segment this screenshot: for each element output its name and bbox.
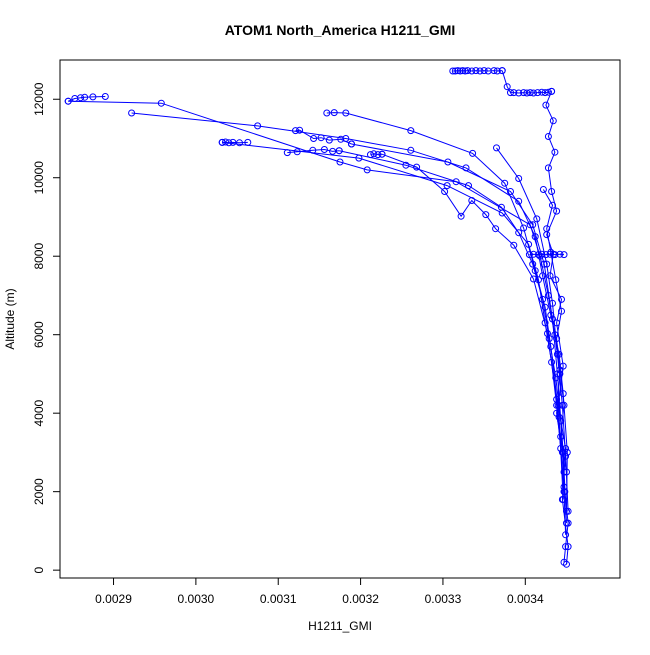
- y-tick-label: 2000: [32, 478, 46, 505]
- y-tick-label: 12000: [32, 82, 46, 116]
- x-tick-label: 0.0032: [342, 592, 379, 606]
- y-tick-label: 6000: [32, 321, 46, 348]
- y-tick-label: 10000: [32, 161, 46, 195]
- x-tick-label: 0.0031: [260, 592, 297, 606]
- x-tick-label: 0.0033: [425, 592, 462, 606]
- chart-title: ATOM1 North_America H1211_GMI: [225, 22, 456, 38]
- y-axis-label: Altitude (m): [3, 288, 17, 349]
- x-axis-label: H1211_GMI: [308, 619, 372, 633]
- x-tick-label: 0.0034: [507, 592, 544, 606]
- y-tick-label: 8000: [32, 243, 46, 270]
- x-tick-label: 0.0030: [178, 592, 215, 606]
- y-tick-label: 4000: [32, 400, 46, 427]
- x-tick-label: 0.0029: [95, 592, 132, 606]
- y-tick-label: 0: [32, 566, 46, 573]
